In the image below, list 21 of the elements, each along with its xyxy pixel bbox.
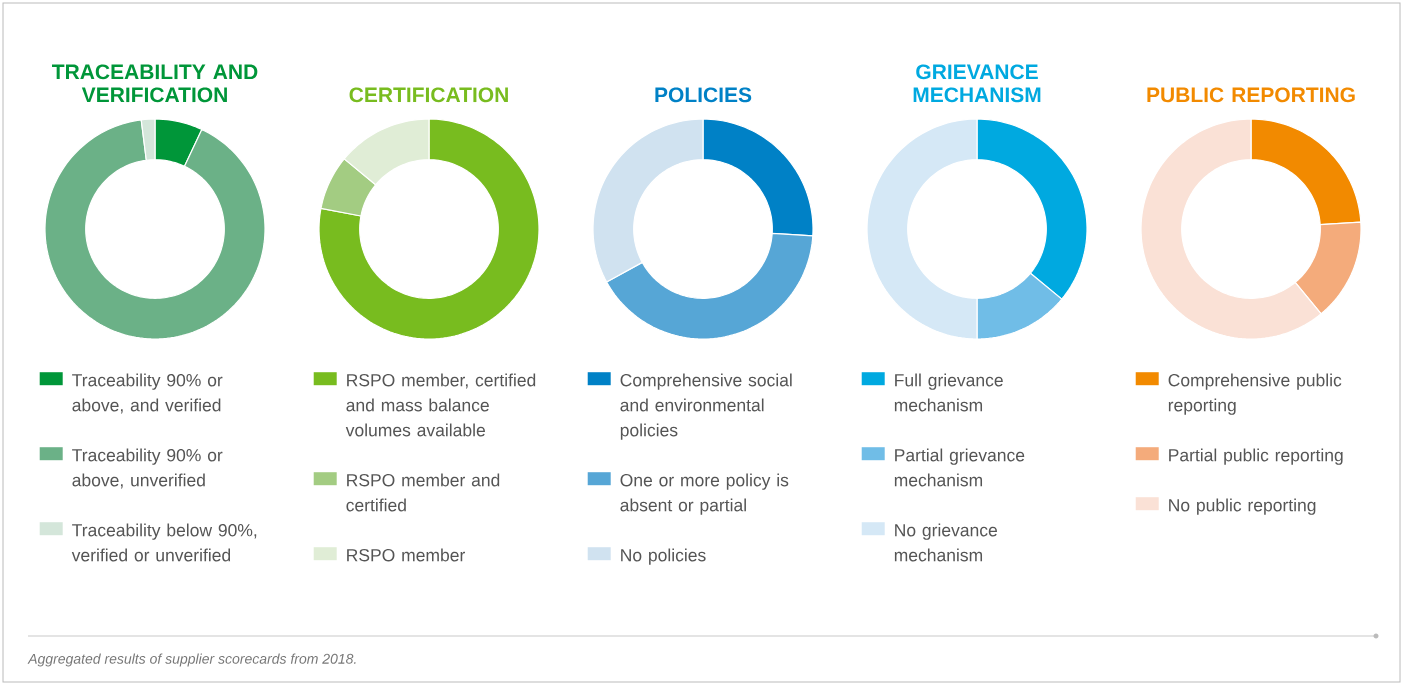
legend-label: Partial grievance mechanism [894,448,1025,487]
legend-label: Comprehensive public reporting [1168,373,1342,415]
legend-label: No public reporting [1169,498,1316,515]
legend-label: RSPO member, certified and mass balance volumes available [345,373,536,437]
chart-title: POLICIES [655,87,752,103]
legend-label: Partial public reporting [1169,448,1343,465]
legend-label: RSPO member and certified [346,473,500,512]
legend-label: One or more policy is absent or partial [620,473,789,515]
chart-title: TRACEABILITY AND VERIFICATION [52,64,258,103]
legend-label: Traceability 90% or above, unverified [72,448,223,489]
legend-label: Full grievance mechanism [894,373,1003,412]
legend-label: No policies [621,548,706,565]
legend-label: Traceability below 90%, verified or unverified [71,523,257,562]
legend-label: Traceability 90% or above, and verified [72,373,223,414]
chart-title: GRIEVANCE MECHANISM [913,64,1041,103]
chart-title: CERTIFICATION [349,87,508,103]
text: Aggregated results of supplier scorecards from 2018. [27,653,356,667]
legend-label: Comprehensive social and environmental policies [620,373,792,440]
legend-label: No grievance mechanism [894,523,997,562]
legend-label: RSPO member [347,548,466,562]
chart-title: PUBLIC REPORTING [1147,87,1355,103]
